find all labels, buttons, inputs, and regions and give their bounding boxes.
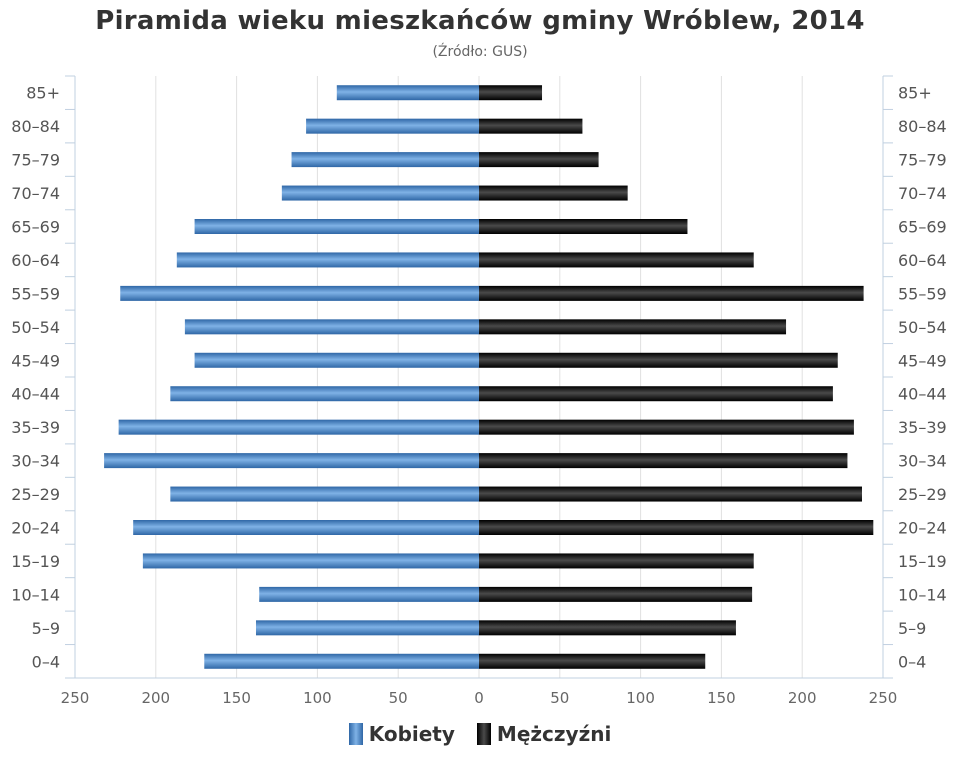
x-tick-label: 150 bbox=[222, 689, 251, 707]
legend-label-kobiety: Kobiety bbox=[368, 722, 455, 746]
bar-kobiety bbox=[306, 118, 479, 134]
x-tick-label: 150 bbox=[707, 689, 736, 707]
chart-subtitle: (Źródło: GUS) bbox=[432, 44, 528, 60]
bar-mezczyzni bbox=[479, 586, 753, 602]
bar-kobiety bbox=[184, 319, 479, 335]
legend-label-mezczyzni: Mężczyźni bbox=[496, 722, 612, 746]
y-tick-label-left: 5–9 bbox=[32, 619, 60, 638]
bar-kobiety bbox=[133, 520, 479, 535]
y-tick-label-right: 30–34 bbox=[898, 452, 947, 471]
bar-kobiety bbox=[194, 352, 480, 368]
bar-mezczyzni bbox=[479, 185, 628, 201]
bar-kobiety bbox=[336, 85, 479, 101]
bar-kobiety bbox=[118, 419, 479, 435]
bar-mezczyzni bbox=[479, 352, 838, 368]
y-tick-label-right: 10–14 bbox=[898, 585, 947, 604]
y-tick-label-right: 0–4 bbox=[898, 652, 926, 671]
x-tick-label: 50 bbox=[550, 689, 569, 707]
bar-mezczyzni bbox=[479, 520, 874, 535]
bar-kobiety bbox=[281, 185, 479, 201]
bar-kobiety bbox=[204, 653, 479, 669]
y-tick-label-right: 45–49 bbox=[898, 351, 947, 370]
y-tick-label-left: 10–14 bbox=[11, 585, 60, 604]
x-tick-label: 200 bbox=[141, 689, 170, 707]
x-tick-label: 250 bbox=[61, 689, 90, 707]
bar-mezczyzni bbox=[479, 219, 688, 234]
x-tick-label: 50 bbox=[389, 689, 408, 707]
y-tick-label-left: 30–34 bbox=[11, 452, 60, 471]
y-tick-label-right: 60–64 bbox=[898, 251, 947, 270]
y-tick-label-left: 60–64 bbox=[11, 251, 60, 270]
x-tick-label: 250 bbox=[869, 689, 898, 707]
bar-kobiety bbox=[104, 453, 479, 469]
bar-kobiety bbox=[170, 386, 479, 402]
legend-swatch-mezczyzni bbox=[476, 723, 491, 745]
y-tick-label-right: 20–24 bbox=[898, 519, 947, 538]
x-tick-label: 0 bbox=[474, 689, 484, 707]
bar-mezczyzni bbox=[479, 319, 787, 335]
y-tick-label-right: 55–59 bbox=[898, 284, 947, 303]
chart-title: Piramida wieku mieszkańców gminy Wróblew… bbox=[95, 6, 865, 36]
y-tick-label-left: 85+ bbox=[26, 84, 60, 103]
legend-item-mezczyzni[interactable]: Mężczyźni bbox=[476, 722, 612, 746]
bar-mezczyzni bbox=[479, 118, 583, 134]
bar-kobiety bbox=[259, 586, 479, 602]
y-tick-label-left: 45–49 bbox=[11, 351, 60, 370]
bar-kobiety bbox=[291, 152, 479, 168]
y-tick-label-left: 50–54 bbox=[11, 318, 60, 337]
y-tick-label-right: 75–79 bbox=[898, 151, 947, 170]
bar-mezczyzni bbox=[479, 486, 862, 502]
bar-kobiety bbox=[142, 553, 479, 569]
bar-mezczyzni bbox=[479, 386, 833, 402]
bar-mezczyzni bbox=[479, 653, 706, 669]
bar-mezczyzni bbox=[479, 252, 754, 268]
bar-mezczyzni bbox=[479, 553, 754, 569]
y-tick-label-right: 25–29 bbox=[898, 485, 947, 504]
x-tick-label: 100 bbox=[303, 689, 332, 707]
bar-mezczyzni bbox=[479, 453, 848, 469]
y-tick-label-left: 65–69 bbox=[11, 218, 60, 237]
y-tick-label-right: 80–84 bbox=[898, 117, 947, 136]
y-tick-label-left: 20–24 bbox=[11, 519, 60, 538]
y-tick-label-right: 35–39 bbox=[898, 418, 947, 437]
y-tick-label-left: 40–44 bbox=[11, 385, 60, 404]
y-tick-label-left: 0–4 bbox=[32, 652, 60, 671]
y-tick-label-right: 15–19 bbox=[898, 552, 947, 571]
y-tick-label-right: 50–54 bbox=[898, 318, 947, 337]
y-tick-label-left: 35–39 bbox=[11, 418, 60, 437]
y-tick-label-right: 40–44 bbox=[898, 385, 947, 404]
y-tick-label-right: 85+ bbox=[898, 84, 932, 103]
legend-item-kobiety[interactable]: Kobiety bbox=[348, 722, 455, 746]
y-tick-label-left: 80–84 bbox=[11, 117, 60, 136]
y-tick-label-right: 5–9 bbox=[898, 619, 926, 638]
bar-kobiety bbox=[176, 252, 480, 268]
bar-kobiety bbox=[255, 620, 479, 636]
bar-kobiety bbox=[120, 285, 480, 301]
bar-mezczyzni bbox=[479, 152, 599, 168]
legend: Kobiety Mężczyźni bbox=[0, 722, 960, 746]
bar-mezczyzni bbox=[479, 620, 736, 636]
y-tick-label-left: 15–19 bbox=[11, 552, 60, 571]
y-tick-label-left: 55–59 bbox=[11, 284, 60, 303]
y-tick-label-right: 70–74 bbox=[898, 184, 947, 203]
y-tick-label-left: 75–79 bbox=[11, 151, 60, 170]
bar-kobiety bbox=[194, 219, 480, 234]
y-tick-label-right: 65–69 bbox=[898, 218, 947, 237]
bar-mezczyzni bbox=[479, 85, 543, 101]
x-tick-label: 200 bbox=[788, 689, 817, 707]
bar-kobiety bbox=[170, 486, 479, 502]
bar-mezczyzni bbox=[479, 285, 864, 301]
y-tick-label-left: 25–29 bbox=[11, 485, 60, 504]
bar-mezczyzni bbox=[479, 419, 854, 435]
legend-swatch-kobiety bbox=[348, 723, 363, 745]
y-tick-label-left: 70–74 bbox=[11, 184, 60, 203]
x-tick-label: 100 bbox=[626, 689, 655, 707]
